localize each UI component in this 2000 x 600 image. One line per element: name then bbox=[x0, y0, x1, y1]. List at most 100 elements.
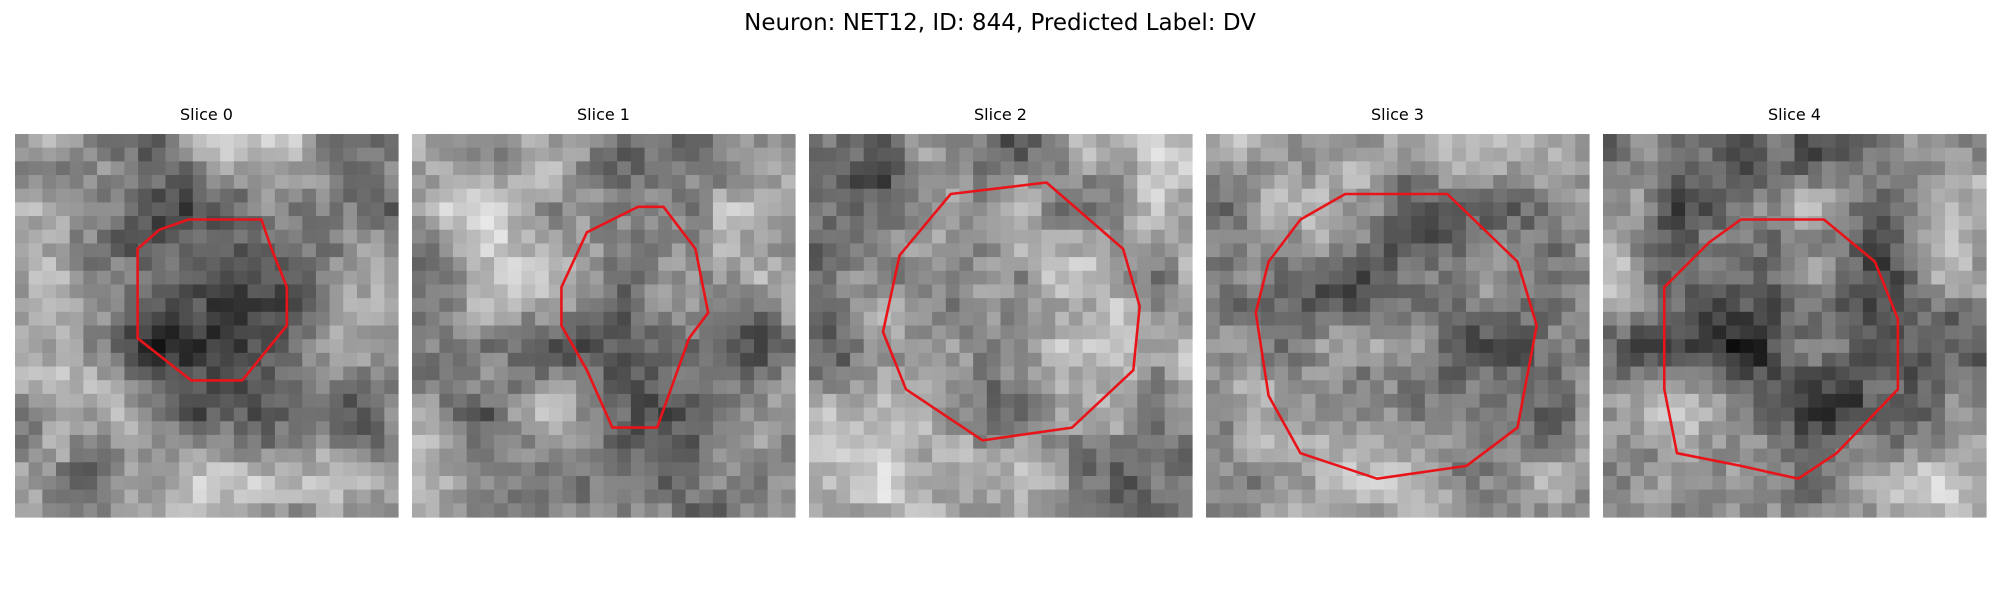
pixel bbox=[1657, 216, 1672, 231]
pixel bbox=[1370, 298, 1385, 313]
pixel bbox=[315, 462, 331, 477]
pixel bbox=[1233, 448, 1248, 463]
pixel bbox=[179, 366, 194, 381]
pixel bbox=[685, 407, 700, 422]
pixel bbox=[1082, 216, 1097, 231]
pixel bbox=[753, 434, 769, 450]
pixel bbox=[1808, 380, 1823, 395]
pixel bbox=[384, 380, 399, 395]
pixel bbox=[1411, 188, 1426, 203]
pixel bbox=[1465, 503, 1481, 518]
pixel bbox=[891, 503, 906, 518]
pixel bbox=[1260, 229, 1275, 245]
pixel bbox=[1630, 229, 1645, 245]
pixel bbox=[1671, 202, 1686, 217]
pixel bbox=[247, 366, 262, 381]
pixel bbox=[97, 352, 112, 368]
pixel bbox=[1014, 325, 1029, 340]
pixel bbox=[1726, 134, 1741, 149]
pixel bbox=[1465, 421, 1481, 436]
pixel bbox=[329, 175, 344, 190]
pixel bbox=[932, 462, 947, 477]
pixel bbox=[1506, 462, 1522, 477]
pixel bbox=[1739, 380, 1755, 395]
pixel bbox=[1890, 489, 1905, 504]
pixel bbox=[781, 147, 796, 162]
pixel bbox=[1068, 421, 1084, 436]
pixel bbox=[1411, 434, 1426, 450]
pixel bbox=[1301, 229, 1317, 245]
pixel bbox=[370, 229, 385, 245]
pixel bbox=[1068, 325, 1084, 340]
pixel bbox=[617, 407, 632, 422]
pixel bbox=[1123, 325, 1138, 340]
pixel bbox=[110, 284, 126, 299]
pixel bbox=[712, 270, 728, 286]
pixel bbox=[124, 216, 139, 231]
pixel bbox=[1972, 407, 1987, 422]
pixel bbox=[1958, 257, 1973, 272]
pixel bbox=[439, 448, 454, 463]
pixel bbox=[494, 421, 509, 436]
pixel bbox=[1329, 257, 1344, 272]
pixel bbox=[918, 134, 933, 149]
pixel bbox=[97, 270, 112, 286]
pixel bbox=[1068, 147, 1084, 162]
pixel bbox=[439, 380, 454, 395]
pixel bbox=[1876, 161, 1891, 176]
pixel bbox=[1698, 325, 1714, 340]
pixel bbox=[356, 325, 372, 340]
pixel bbox=[1424, 298, 1440, 313]
pixel bbox=[1370, 407, 1385, 422]
pixel bbox=[453, 161, 468, 176]
pixel bbox=[1178, 298, 1193, 313]
pixel bbox=[165, 134, 180, 149]
pixel bbox=[712, 407, 728, 422]
pixel bbox=[302, 229, 317, 245]
pixel bbox=[1123, 475, 1138, 491]
pixel bbox=[630, 311, 646, 327]
pixel bbox=[1657, 489, 1672, 504]
pixel bbox=[1671, 489, 1686, 504]
pixel bbox=[1247, 462, 1262, 477]
pixel bbox=[603, 352, 618, 368]
pixel bbox=[753, 421, 769, 436]
pixel bbox=[1356, 393, 1371, 409]
pixel bbox=[753, 216, 769, 231]
pixel bbox=[712, 393, 728, 409]
pixel bbox=[466, 229, 481, 245]
pixel bbox=[1698, 188, 1714, 203]
pixel bbox=[863, 257, 878, 272]
pixel bbox=[658, 462, 673, 477]
pixel bbox=[658, 284, 673, 299]
pixel bbox=[124, 421, 139, 436]
pixel bbox=[179, 489, 194, 504]
pixel bbox=[1260, 216, 1275, 231]
pixel bbox=[603, 462, 618, 477]
pixel bbox=[1247, 393, 1262, 409]
pixel bbox=[685, 475, 700, 491]
pixel bbox=[809, 352, 824, 368]
pixel bbox=[1575, 298, 1590, 313]
pixel bbox=[1671, 188, 1686, 203]
pixel bbox=[261, 380, 276, 395]
pixel bbox=[1096, 161, 1111, 176]
pixel bbox=[753, 284, 769, 299]
pixel bbox=[1027, 503, 1043, 518]
pixel bbox=[1260, 421, 1275, 436]
pixel bbox=[1315, 352, 1330, 368]
pixel bbox=[370, 270, 385, 286]
pixel bbox=[1288, 311, 1303, 327]
pixel bbox=[521, 325, 536, 340]
pixel bbox=[1726, 503, 1741, 518]
pixel bbox=[712, 434, 728, 450]
pixel bbox=[151, 243, 167, 258]
pixel bbox=[1206, 202, 1221, 217]
pixel bbox=[124, 175, 139, 190]
pixel bbox=[904, 243, 920, 258]
pixel bbox=[1849, 489, 1864, 504]
pixel bbox=[644, 448, 659, 463]
pixel bbox=[507, 134, 523, 149]
pixel bbox=[370, 311, 385, 327]
pixel bbox=[453, 147, 468, 162]
